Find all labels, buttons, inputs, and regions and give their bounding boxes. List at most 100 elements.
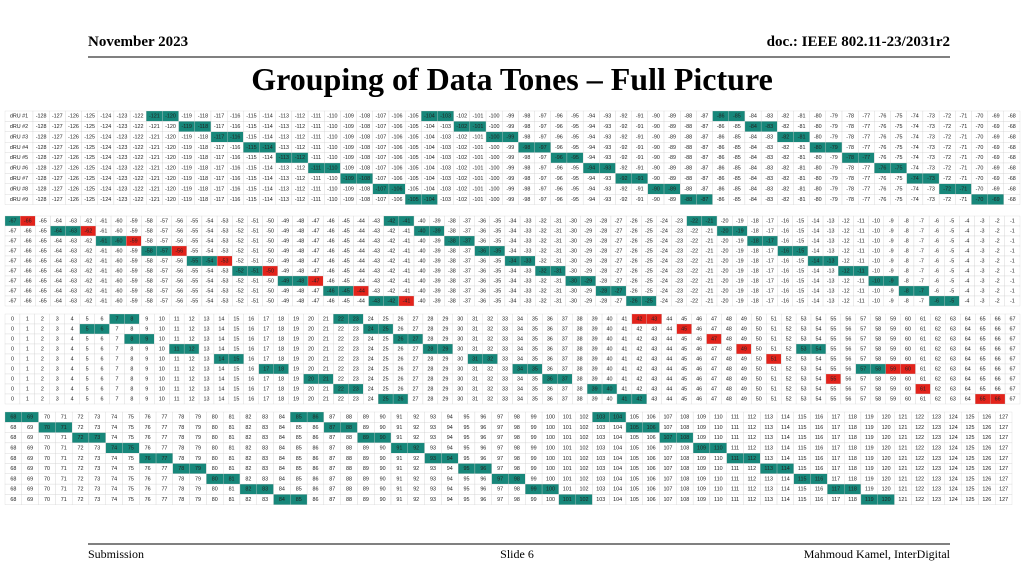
cell-value: 77 [161,445,167,451]
cell-value: -11 [857,258,864,264]
cell-value: -8 [904,258,909,264]
cell-value: 68 [10,425,16,431]
cell-value: 71 [61,425,67,431]
cell-value: 62 [935,366,941,372]
cell-value: 68 [10,466,16,472]
cell-value: 33 [502,316,508,322]
cell-value: 72 [78,425,84,431]
cell-value: -116 [230,114,240,120]
cell-value: -105 [408,124,419,130]
cell-value: -119 [182,114,192,120]
cell-value: 44 [666,326,672,332]
cell-value: -117 [214,166,224,172]
cell-value: 79 [195,487,201,493]
cell-value: -92 [620,124,628,130]
cell-value: 69 [27,435,33,441]
cell-value: 96 [480,425,486,431]
cell-value: 21 [323,326,329,332]
cell-value: -117 [214,155,224,161]
cell-value: -37 [463,228,471,234]
cell-value: -112 [295,155,305,161]
cell-value: -21 [706,238,714,244]
cell-value: -128 [36,166,47,172]
cell-value: 2 [41,376,44,382]
cell-value: 122 [915,425,924,431]
cell-value: 40 [607,396,613,402]
cell-value: 53 [801,316,807,322]
cell-value: 69 [27,425,33,431]
cell-value: 73 [94,466,100,472]
cell-value: 78 [178,435,184,441]
cell-value: -76 [879,186,887,192]
cell-value: -13 [827,288,835,294]
cell-value: 29 [442,386,448,392]
cell-value: -26 [630,228,638,234]
cell-value: 94 [447,435,453,441]
cell-value: -8 [904,288,909,294]
cell-value: 0 [11,346,14,352]
cell-value: 88 [346,456,352,462]
cell-value: 20 [308,396,314,402]
cell-value: -121 [149,124,160,130]
cell-value: -69 [992,166,1000,172]
cell-value: -13 [827,248,835,254]
cell-value: 7 [115,326,118,332]
cell-value: 111 [731,476,739,482]
cell-value: 33 [502,376,508,382]
cell-value: 69 [27,497,33,503]
cell-value: 34 [517,396,523,402]
cell-value: -73 [927,114,935,120]
cell-value: -45 [342,228,350,234]
cell-value: -89 [668,114,676,120]
cell-value: 76 [145,487,151,493]
cell-value: -68 [1008,197,1016,203]
cell-value: 113 [764,487,773,493]
cell-value: 36 [547,326,553,332]
cell-value: -45 [342,218,350,224]
cell-value: 43 [651,346,657,352]
cell-value: 25 [383,336,389,342]
cell-value: -35 [493,298,501,304]
cell-value: -16 [781,228,789,234]
cell-value: -31 [554,288,562,294]
cell-value: 102 [580,415,589,421]
cell-value: -28 [599,248,607,254]
cell-value: -63 [69,218,77,224]
cell-value: -41 [403,218,411,224]
cell-value: -115 [246,166,256,172]
cell-value: -23 [675,268,683,274]
cell-value: 87 [329,435,335,441]
cell-value: -117 [214,176,224,182]
cell-value: 125 [966,476,975,482]
cell-value: -30 [569,298,577,304]
cell-value: -31 [554,228,562,234]
cell-value: 41 [621,336,627,342]
cell-value: -120 [165,155,176,161]
cell-value: 107 [663,445,672,451]
cell-value: 99 [531,456,537,462]
cell-value: 112 [748,425,757,431]
cell-value: -19 [736,238,744,244]
cell-value: -70 [976,186,984,192]
cell-value: -102 [456,134,467,140]
cell-value: -9 [889,278,894,284]
cell-value: 40 [607,376,613,382]
cell-value: -114 [262,145,272,151]
cell-value: -63 [69,278,77,284]
cell-value: 52 [786,346,792,352]
cell-value: -13 [827,258,835,264]
cell-value: 99 [531,415,537,421]
cell-value: -50 [266,268,274,274]
cell-value: -4 [965,238,970,244]
cell-value: 37 [562,376,568,382]
cell-value: -121 [149,114,160,120]
cell-value: 19 [293,376,299,382]
cell-value: -52 [236,258,244,264]
cell-value: -123 [117,166,128,172]
cell-value: 105 [630,435,639,441]
cell-value: 88 [346,415,352,421]
cell-value: 111 [731,445,739,451]
cell-value: -89 [668,197,676,203]
cell-value: -84 [749,114,757,120]
cell-value: -95 [571,166,579,172]
